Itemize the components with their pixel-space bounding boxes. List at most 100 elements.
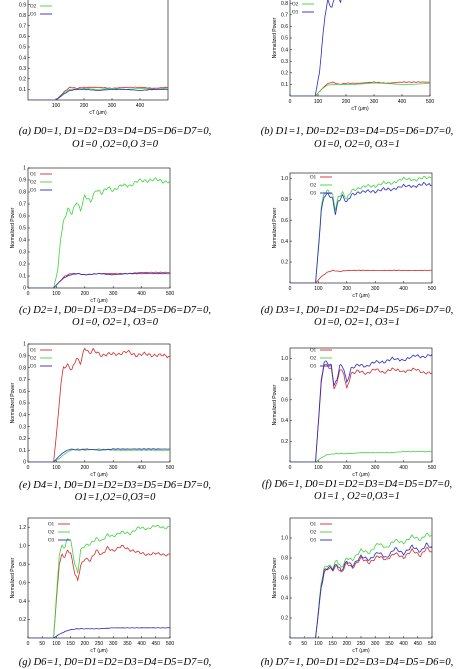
y-axis-label: Normalized Power xyxy=(10,382,16,423)
series-line-O2 xyxy=(290,532,432,638)
chart-b-caption-line-1: (b) D1=1, D0=D2=D3=D4=D5=D6=D7=0, xyxy=(260,126,454,137)
x-tick-label: 500 xyxy=(428,465,437,471)
x-axis-label: cT (μm) xyxy=(90,298,108,304)
y-tick-label: 0.6 xyxy=(19,214,26,220)
legend-label-O2: O2 xyxy=(48,531,55,536)
x-tick-label: 100 xyxy=(52,465,61,471)
x-tick-label: 500 xyxy=(166,291,175,297)
series-line-O2 xyxy=(290,450,432,462)
series-line-O1 xyxy=(28,271,170,288)
x-tick-label: 100 xyxy=(314,99,323,105)
y-axis-label: Normalized Power xyxy=(10,207,16,248)
chart-panel-f: 0.2 0.4 0.6 0.8 1.0 0 100 200 300 400 500 cT (μm) No… xyxy=(240,340,474,502)
series-line-O3 xyxy=(28,448,170,462)
chart-d-caption-line-2: O1=0, O2=1, O3=1 xyxy=(313,317,400,328)
y-tick-label: 0.8 xyxy=(19,562,26,568)
y-axis-label: Normalized Power xyxy=(272,384,278,425)
series-line-O1 xyxy=(290,81,430,96)
y-tick-label: 0.2 xyxy=(19,436,26,442)
series-line-O3 xyxy=(28,627,170,638)
series-line-O3 xyxy=(290,353,432,462)
y-tick-label: 0.7 xyxy=(19,202,26,208)
legend-label-O3: O3 xyxy=(310,365,317,370)
legend-label-O2: O2 xyxy=(310,184,317,189)
x-tick-label: 0 xyxy=(27,641,30,647)
chart-f-caption-line-2: O1=1 , O2=0,O3=1 xyxy=(313,491,400,502)
x-tick-label: 0 xyxy=(289,465,292,471)
y-tick-label: 1.0 xyxy=(19,543,26,549)
y-tick-label: 0.3 xyxy=(19,66,26,72)
y-tick-label: 0.4 xyxy=(19,238,26,244)
y-tick-label: 0.8 xyxy=(281,556,288,562)
chart-a-svg: 0.10.20.30.40.50.60.70.80.91100200300400… xyxy=(19,0,169,116)
x-tick-label: 500 xyxy=(426,99,435,105)
legend-label-O3: O3 xyxy=(310,192,317,197)
x-tick-label: 200 xyxy=(343,286,352,292)
y-tick-label: 0.4 xyxy=(281,596,288,602)
legend-label-O3: O3 xyxy=(30,189,37,194)
y-tick-label: 0.6 xyxy=(281,218,288,224)
x-tick-label: 300 xyxy=(109,641,118,647)
y-tick-label: 0.5 xyxy=(281,36,288,42)
y-tick-label: 0.5 xyxy=(19,401,26,407)
series-line-O2 xyxy=(28,87,168,100)
y-tick-label: 0.6 xyxy=(281,576,288,582)
x-tick-label: 0 xyxy=(289,99,292,105)
x-tick-label: 0 xyxy=(289,286,292,292)
y-axis-label: Normalized Power xyxy=(272,207,278,248)
series-line-O2 xyxy=(28,177,170,288)
chart-h-svg: 0.2 0.4 0.6 0.8 1.0 0 50 100 150 200 250 300 350 400 4… xyxy=(272,517,437,654)
chart-panel-c: 0 0.1 0.2 0.3 0.4 0.5 0.6 0.7 0.8 0.9 1 0 100 200 300 4… xyxy=(0,160,230,328)
y-tick-label: 0.4 xyxy=(281,418,288,424)
x-tick-label: 150 xyxy=(66,641,75,647)
legend-label-O3: O3 xyxy=(48,539,55,544)
chart-h-caption-line-1: (h) D7=1, D0=D1=D2=D3=D4=D5=D6=0, xyxy=(260,657,454,668)
x-tick-label: 100 xyxy=(314,465,323,471)
chart-panel-b: 0.1 0.2 0.3 0.4 0.5 0.6 0.7 0.8 0 100 200 300 400 500… xyxy=(240,0,474,160)
chart-e-caption-line-1: (e) D4=1, D0=D1=D2=D3=D5=D6=D7=0, xyxy=(19,480,211,491)
x-tick-label: 0 xyxy=(27,465,30,471)
series-line-O2 xyxy=(28,524,170,638)
chart-f-caption-line-1: (f) D6=1, D0=D1=D2=D3=D4=D5=D7=0, xyxy=(261,479,453,490)
x-axis-label: cT (μm) xyxy=(352,648,370,654)
x-axis-label: cT (μm) xyxy=(352,293,370,299)
x-tick-label: 200 xyxy=(80,103,89,109)
y-tick-label: 0.6 xyxy=(19,34,26,40)
series-line-O3 xyxy=(290,181,432,283)
y-axis-label: Normalized Power xyxy=(272,557,278,598)
y-tick-label: 0.7 xyxy=(281,13,288,19)
x-tick-label: 300 xyxy=(370,99,379,105)
y-tick-label: 0.7 xyxy=(19,377,26,383)
y-tick-label: 1.0 xyxy=(281,536,288,542)
y-tick-label: 1.2 xyxy=(19,525,26,531)
chart-panel-e: 0 0.1 0.2 0.3 0.4 0.5 0.6 0.7 0.8 0.9 1 0 100 200 300 4… xyxy=(0,338,230,503)
series-line-O1 xyxy=(28,347,170,462)
plot-frame xyxy=(289,517,433,639)
legend-label-O2: O2 xyxy=(310,357,317,362)
x-tick-label: 300 xyxy=(109,291,118,297)
y-tick-label: 0 xyxy=(23,460,26,466)
chart-c-caption-line-2: O1=0, O2=1, O3=0 xyxy=(71,317,158,328)
chart-b-caption-line-2: O1=0, O2=0, O3=1 xyxy=(313,139,400,150)
x-tick-label: 0 xyxy=(27,291,30,297)
y-tick-label: 0.3 xyxy=(19,424,26,430)
x-tick-label: 50 xyxy=(301,641,307,647)
y-tick-label: 1 xyxy=(23,166,26,172)
legend-label-O3: O3 xyxy=(30,13,37,18)
y-tick-label: 0.2 xyxy=(281,616,288,622)
chart-panel-a: 0.10.20.30.40.50.60.70.80.91100200300400… xyxy=(0,0,230,150)
plot-frame xyxy=(27,167,171,289)
x-tick-label: 500 xyxy=(428,286,437,292)
x-tick-label: 500 xyxy=(428,641,437,647)
x-tick-label: 100 xyxy=(52,641,61,647)
x-tick-label: 100 xyxy=(314,641,323,647)
x-tick-label: 300 xyxy=(108,103,117,109)
series-line-O3 xyxy=(28,272,170,288)
chart-panel-h: 0.2 0.4 0.6 0.8 1.0 0 50 100 150 200 250 300 350 400 4… xyxy=(240,512,474,669)
legend-label-O1: O1 xyxy=(30,173,37,178)
x-tick-label: 200 xyxy=(81,465,90,471)
plot-frame xyxy=(289,347,433,463)
y-axis-label: Normalized Power xyxy=(10,557,16,598)
x-tick-label: 350 xyxy=(385,641,394,647)
plot-frame xyxy=(289,172,433,284)
